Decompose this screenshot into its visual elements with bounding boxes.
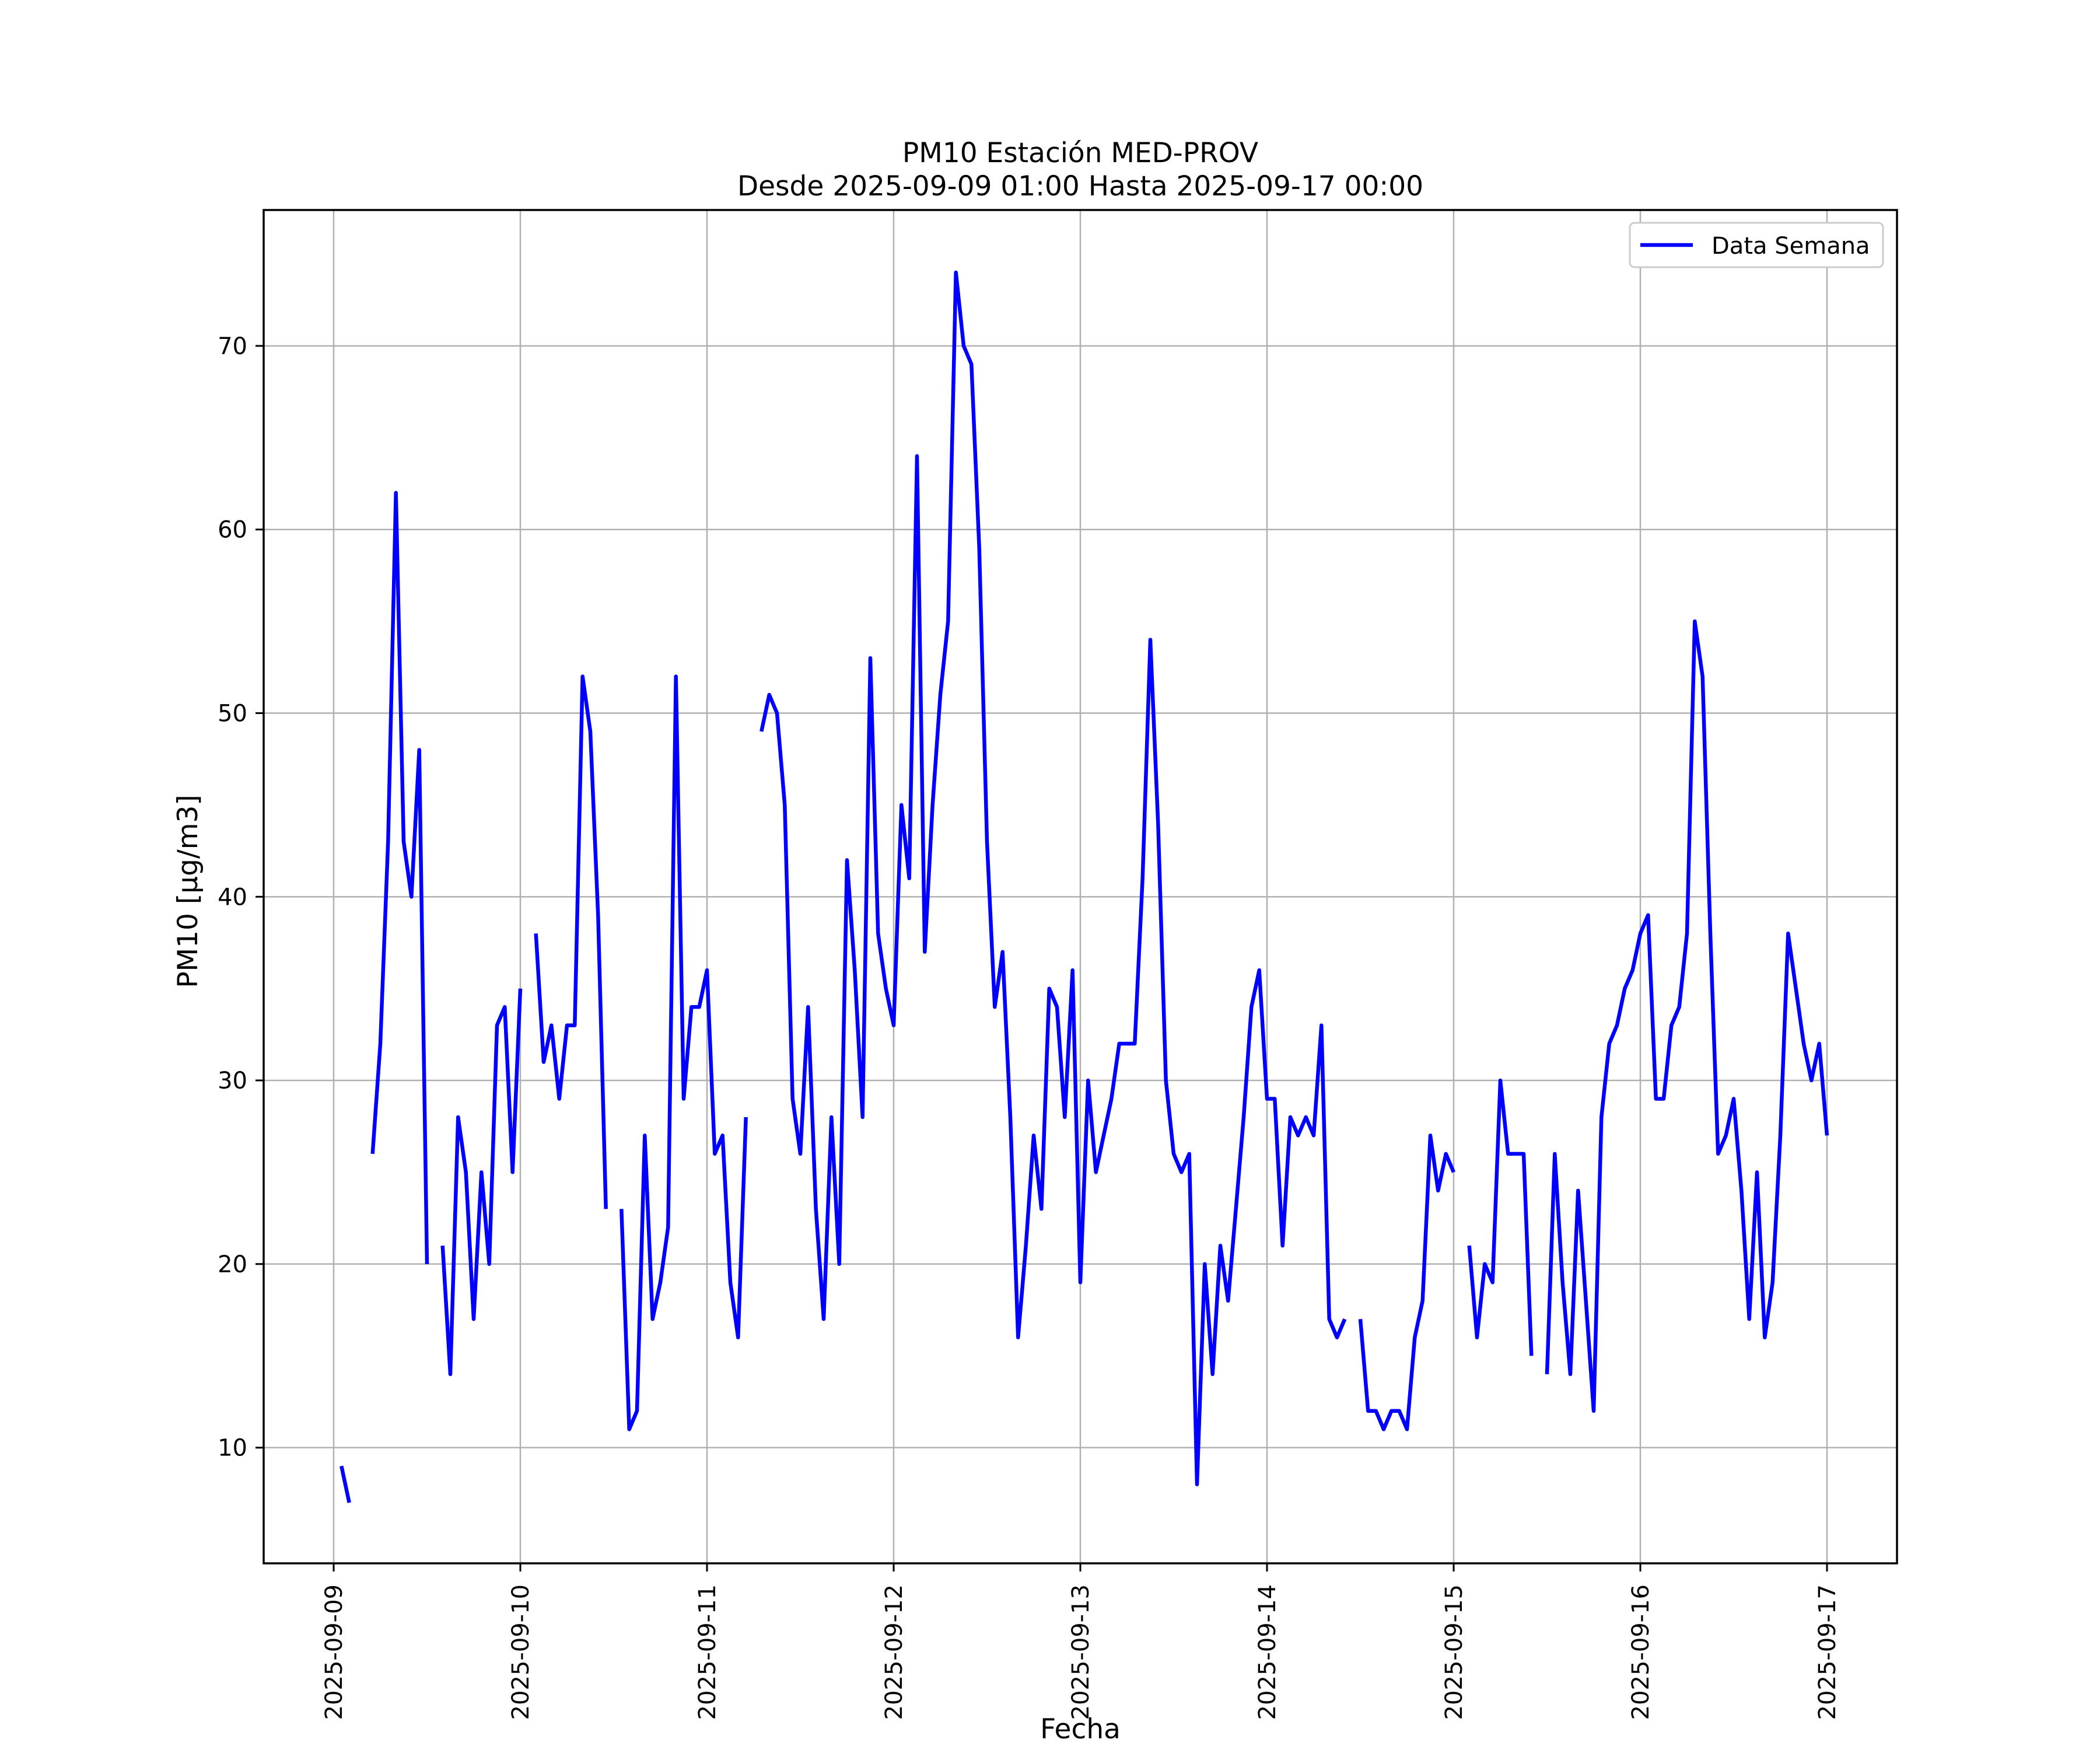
x-tick-label: 2025-09-14: [1254, 1584, 1281, 1720]
series-line-segment: [370, 491, 429, 1264]
y-tick-label: 20: [218, 1251, 247, 1278]
y-tick-label: 70: [218, 333, 247, 360]
legend-label: Data Semana: [1712, 233, 1870, 260]
x-tick-label: 2025-09-10: [508, 1584, 534, 1720]
y-tick-label: 40: [218, 884, 247, 911]
x-axis-ticks: 2025-09-09 2025-09-10 2025-09-11 2025-09-12…: [321, 1563, 1841, 1720]
series-line-segment: [620, 674, 748, 1432]
series-line-segment: [340, 1465, 351, 1503]
series-line-segment: [760, 270, 1347, 1486]
chart-title: PM10 Estación MED-PROV: [902, 137, 1258, 169]
x-tick-label: 2025-09-16: [1628, 1584, 1654, 1720]
legend: Data Semana: [1629, 222, 1884, 268]
x-tick-label: 2025-09-12: [881, 1584, 908, 1720]
y-axis-ticks: 10 20 30 40 50 60 70: [218, 333, 264, 1462]
series-line-segment: [1545, 619, 1829, 1413]
series-line-segment: [1358, 1133, 1455, 1432]
y-axis-label: PM10 [μg/m3]: [172, 794, 204, 988]
y-tick-label: 60: [218, 517, 247, 544]
chart-subtitle: Desde 2025-09-09 01:00 Hasta 2025-09-17 …: [737, 170, 1423, 202]
series-line-segment: [1467, 1078, 1534, 1356]
x-tick-label: 2025-09-11: [694, 1584, 721, 1720]
y-tick-label: 30: [218, 1068, 247, 1094]
x-axis-label: Fecha: [1040, 1713, 1121, 1745]
y-tick-label: 50: [218, 701, 247, 727]
x-tick-label: 2025-09-15: [1441, 1584, 1468, 1720]
series-line-segment: [534, 674, 608, 1209]
y-tick-label: 10: [218, 1435, 247, 1462]
x-tick-label: 2025-09-17: [1814, 1584, 1841, 1720]
x-tick-label: 2025-09-09: [321, 1584, 348, 1720]
series-line-segment: [440, 988, 523, 1377]
data-line-series: [340, 270, 1829, 1503]
x-tick-label: 2025-09-13: [1068, 1584, 1094, 1720]
legend-box: [1629, 222, 1884, 268]
grid-lines: [264, 210, 1897, 1563]
